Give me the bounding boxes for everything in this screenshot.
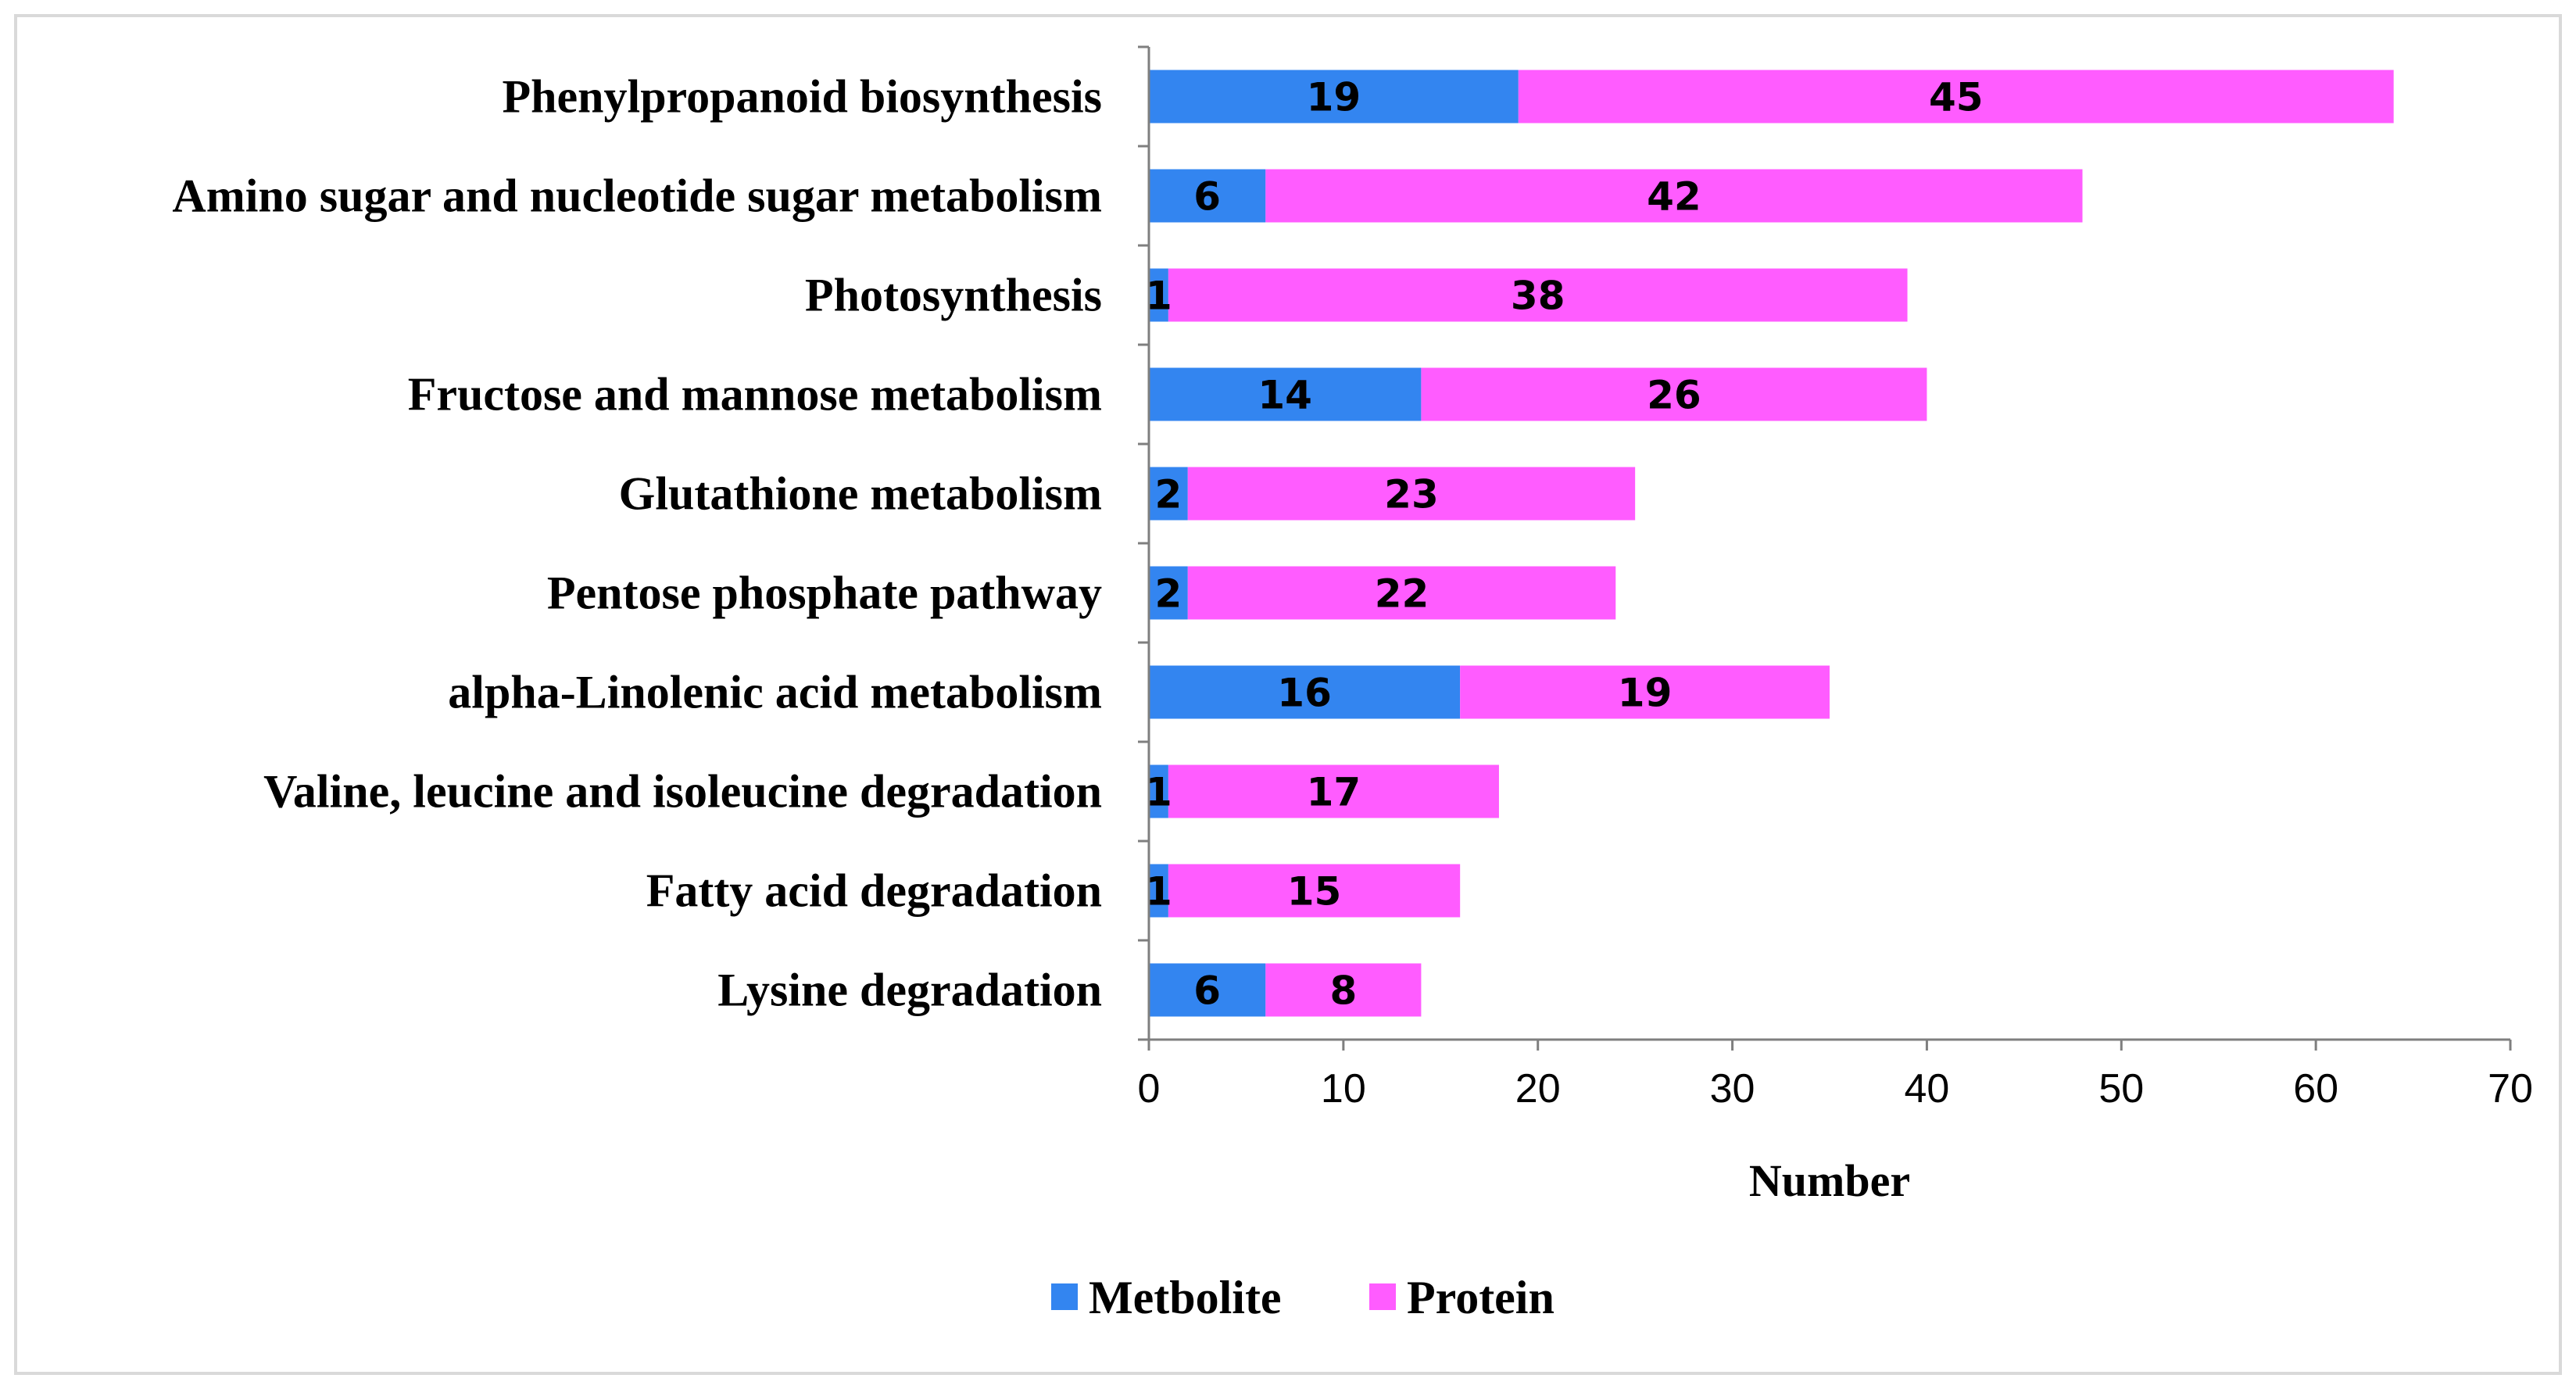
legend-metbolite-label: Metbolite xyxy=(1089,1272,1282,1323)
bar-protein xyxy=(1168,268,1908,322)
data-label-protein: 26 xyxy=(1647,373,1701,418)
data-label-metbolite: 6 xyxy=(1193,968,1221,1014)
category-label: Phenylpropanoid biosynthesis xyxy=(503,71,1103,123)
data-label-metbolite: 16 xyxy=(1277,671,1332,716)
x-axis: 0 10 20 30 40 50 60 70 xyxy=(1138,45,2533,1112)
bar-metbolite xyxy=(1149,367,1422,421)
bar-metbolite xyxy=(1149,268,1168,322)
bar-metbolite xyxy=(1149,764,1168,818)
category-label: Pentose phosphate pathway xyxy=(547,567,1102,619)
bar-metbolite xyxy=(1149,963,1266,1017)
data-label-protein: 22 xyxy=(1375,571,1429,617)
data-label-metbolite: 14 xyxy=(1258,373,1312,418)
x-tick-label: 50 xyxy=(2098,1066,2144,1112)
x-tick-label: 0 xyxy=(1138,1066,1161,1112)
bar-protein xyxy=(1168,864,1461,918)
data-label-metbolite: 2 xyxy=(1154,472,1182,517)
legend: Metbolite Protein xyxy=(1051,1272,1555,1323)
data-label-protein: 15 xyxy=(1287,869,1342,915)
category-labels: Phenylpropanoid biosynthesis Amino sugar … xyxy=(172,71,1102,1016)
category-label: alpha-Linolenic acid metabolism xyxy=(448,667,1102,718)
category-label: Amino sugar and nucleotide sugar metabol… xyxy=(172,170,1102,222)
category-label: Fructose and mannose metabolism xyxy=(408,369,1102,421)
data-label-metbolite: 6 xyxy=(1193,174,1221,220)
data-label-protein: 23 xyxy=(1384,472,1439,517)
data-label-metbolite: 2 xyxy=(1154,571,1182,617)
legend-protein-swatch xyxy=(1369,1283,1396,1310)
category-label: Glutathione metabolism xyxy=(619,468,1102,520)
data-label-protein: 8 xyxy=(1329,968,1357,1014)
data-label-protein: 38 xyxy=(1511,274,1565,319)
bar-protein xyxy=(1265,169,2083,223)
bar-protein xyxy=(1187,467,1636,521)
data-label-metbolite: 19 xyxy=(1307,75,1361,120)
data-label-protein: 45 xyxy=(1929,75,1984,120)
legend-protein-label: Protein xyxy=(1407,1272,1555,1323)
category-label: Lysine degradation xyxy=(717,965,1102,1016)
category-label: Photosynthesis xyxy=(805,270,1102,321)
x-tick-label: 20 xyxy=(1515,1066,1561,1112)
bar-protein xyxy=(1265,963,1422,1017)
category-label: Fatty acid degradation xyxy=(646,865,1102,917)
data-label-protein: 17 xyxy=(1307,770,1361,815)
legend-metbolite-swatch xyxy=(1051,1283,1078,1310)
x-tick-label: 10 xyxy=(1321,1066,1366,1112)
bar-metbolite xyxy=(1149,665,1461,719)
bar-protein xyxy=(1518,70,2394,124)
x-tick-label: 70 xyxy=(2488,1066,2533,1112)
bar-metbolite xyxy=(1149,467,1188,521)
x-axis-title: Number xyxy=(1749,1155,1910,1206)
bar-protein xyxy=(1421,367,1927,421)
bar-protein xyxy=(1187,566,1616,620)
x-tick-label: 60 xyxy=(2293,1066,2338,1112)
bar-metbolite xyxy=(1149,70,1519,124)
data-label-protein: 19 xyxy=(1618,671,1673,716)
x-tick-label: 40 xyxy=(1905,1066,1950,1112)
bar-metbolite xyxy=(1149,566,1188,620)
category-label: Valine, leucine and isoleucine degradati… xyxy=(263,766,1102,818)
data-label-protein: 42 xyxy=(1647,174,1701,220)
bar-metbolite xyxy=(1149,169,1266,223)
bar-protein xyxy=(1168,764,1499,818)
x-tick-label: 30 xyxy=(1710,1066,1755,1112)
bar-metbolite xyxy=(1149,864,1168,918)
bar-protein xyxy=(1460,665,1830,719)
